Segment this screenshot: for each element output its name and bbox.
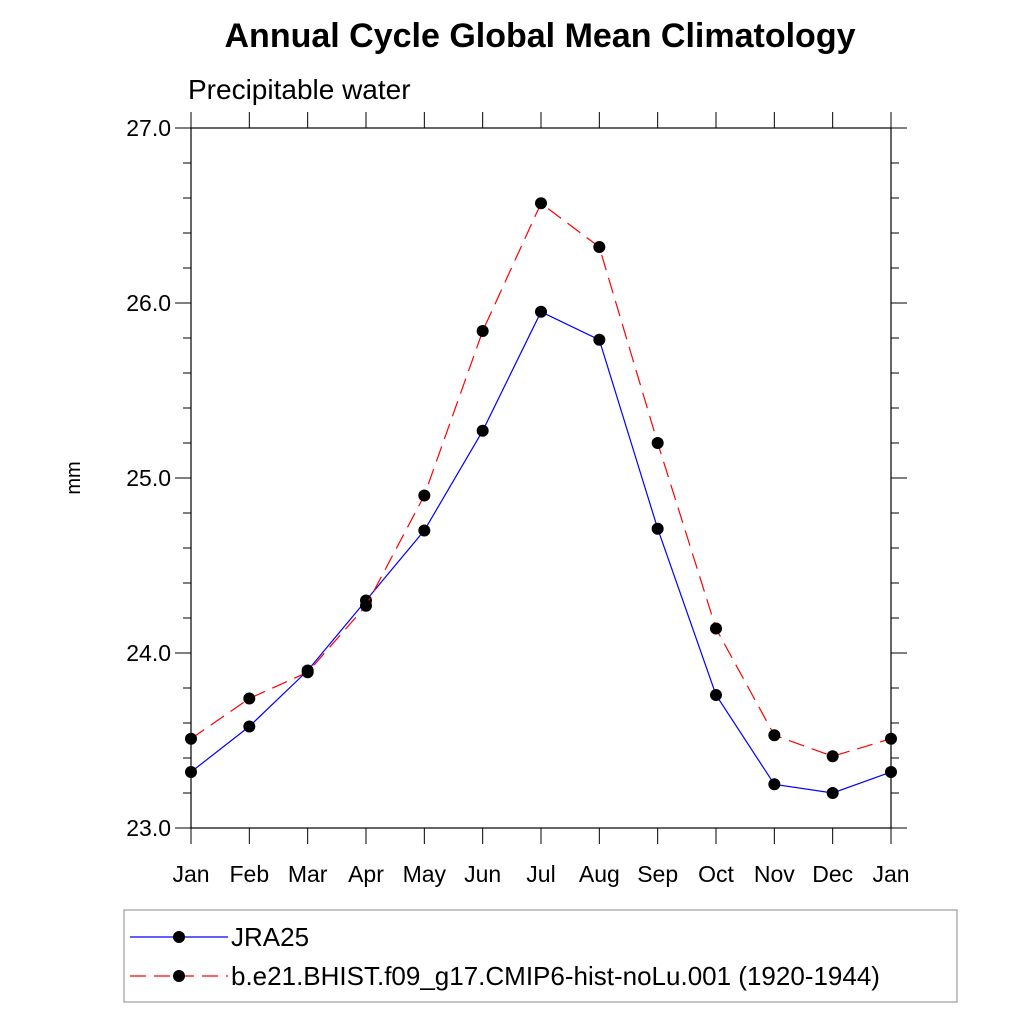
series-1-point: [476, 424, 489, 437]
series-1-point: [768, 778, 781, 791]
legend-label-1: JRA25: [231, 922, 309, 952]
series-line-2: [190, 202, 892, 757]
x-tick-label: Dec: [812, 861, 853, 887]
series-1-point: [651, 522, 664, 535]
x-tick-label: Mar: [288, 861, 328, 887]
x-tick-label: May: [403, 861, 447, 887]
series-2-point: [418, 489, 431, 502]
series-1-point: [185, 766, 197, 778]
series-2-point: [593, 241, 606, 253]
series-layer: [185, 197, 897, 799]
x-tick-label: Oct: [698, 861, 734, 887]
y-tick-labels: 23.0 24.0 25.0 26.0 27.0: [126, 115, 171, 841]
legend-marker-1: [173, 931, 185, 943]
series-1-point: [826, 787, 839, 799]
series-2-point: [301, 666, 314, 679]
x-tick-label: Feb: [230, 861, 270, 887]
legend: JRA25 b.e21.BHIST.f09_g17.CMIP6-hist-noLu…: [130, 922, 880, 991]
series-2-point: [768, 729, 781, 742]
series-2-point: [243, 692, 256, 705]
y-tick-label: 26.0: [126, 290, 171, 316]
series-2-point: [826, 750, 839, 763]
x-tick-label: Sep: [637, 861, 678, 887]
x-tick-label: Jun: [464, 861, 501, 887]
legend-box: [123, 909, 958, 1003]
series-2-point: [710, 622, 722, 635]
series-line-1: [190, 311, 892, 794]
x-tick-label: Aug: [579, 861, 620, 887]
series-1-point: [535, 305, 547, 318]
y-tick-label: 23.0: [126, 815, 171, 841]
series-2-point: [651, 437, 664, 449]
y-tick-label: 27.0: [126, 115, 171, 141]
legend-marker-2: [173, 970, 185, 982]
x-tick-label: Jul: [526, 861, 555, 887]
x-tick-label: Nov: [754, 861, 795, 887]
series-1-point: [885, 766, 897, 778]
series-1-point: [593, 333, 606, 346]
series-2-point: [360, 599, 372, 612]
series-2-point: [885, 732, 897, 745]
chart-title: Annual Cycle Global Mean Climatology: [225, 17, 856, 55]
x-tick-label: Apr: [348, 861, 384, 887]
x-tick-label: Jan: [872, 861, 909, 887]
plot-frame: [190, 127, 892, 829]
x-tick-label: Jan: [172, 861, 209, 887]
series-2-point: [185, 732, 197, 745]
chart-subtitle: Precipitable water: [188, 74, 411, 105]
legend-label-2: b.e21.BHIST.f09_g17.CMIP6-hist-noLu.001 …: [231, 961, 880, 991]
series-1-point: [418, 524, 431, 537]
x-tick-labels: Jan Feb Mar Apr May Jun Jul Aug Sep Oct Nov Dec Jan: [172, 861, 909, 887]
axis-ticks: [175, 112, 907, 844]
y-tick-label: 24.0: [126, 640, 171, 666]
series-2-point: [476, 325, 489, 337]
series-2-point: [535, 197, 547, 210]
series-1-point: [243, 720, 256, 733]
series-1-point: [710, 689, 722, 701]
y-tick-label: 25.0: [126, 465, 171, 491]
y-axis-label: mm: [63, 461, 85, 494]
